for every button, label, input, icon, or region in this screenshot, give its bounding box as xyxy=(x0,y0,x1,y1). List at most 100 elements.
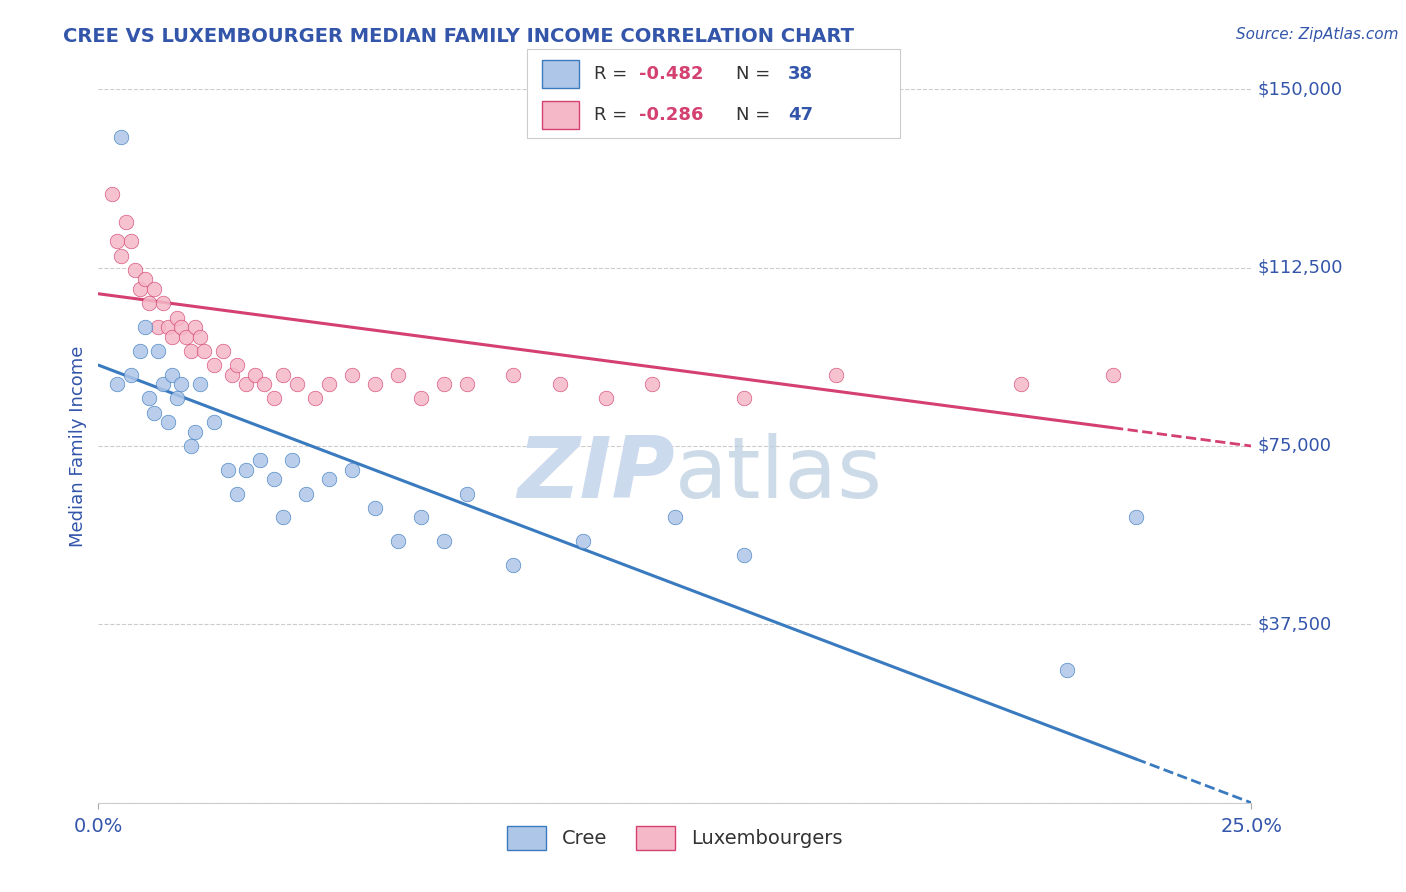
Point xyxy=(148,320,170,334)
Point xyxy=(174,329,197,343)
Text: R =: R = xyxy=(595,106,633,124)
Point xyxy=(433,377,456,392)
Point xyxy=(295,486,318,500)
Point xyxy=(387,534,409,549)
Text: R =: R = xyxy=(595,65,633,83)
Point xyxy=(1125,510,1147,524)
Point xyxy=(456,486,478,500)
Point xyxy=(170,320,193,334)
Point xyxy=(180,343,202,358)
Point xyxy=(193,343,215,358)
Point xyxy=(180,439,202,453)
Point xyxy=(1010,377,1032,392)
Point xyxy=(1102,368,1125,382)
Point xyxy=(411,510,433,524)
Point xyxy=(105,377,128,392)
Text: -0.482: -0.482 xyxy=(640,65,703,83)
Point xyxy=(129,343,152,358)
Point xyxy=(340,368,363,382)
Point xyxy=(212,343,235,358)
Point xyxy=(225,358,247,372)
Point xyxy=(160,329,183,343)
Point xyxy=(170,377,193,392)
Point xyxy=(235,377,257,392)
Point xyxy=(285,377,308,392)
Point xyxy=(142,282,165,296)
Point xyxy=(235,463,257,477)
Point xyxy=(152,296,174,310)
Point xyxy=(340,463,363,477)
Point xyxy=(456,377,478,392)
Point xyxy=(105,235,128,249)
Point xyxy=(120,235,142,249)
Point xyxy=(281,453,304,467)
Point xyxy=(129,282,152,296)
Text: N =: N = xyxy=(735,106,776,124)
Point xyxy=(571,534,593,549)
Bar xyxy=(543,101,579,129)
Point xyxy=(664,510,686,524)
Point xyxy=(221,368,243,382)
Point xyxy=(263,472,285,486)
Point xyxy=(225,486,247,500)
Point xyxy=(304,392,326,406)
Text: CREE VS LUXEMBOURGER MEDIAN FAMILY INCOME CORRELATION CHART: CREE VS LUXEMBOURGER MEDIAN FAMILY INCOM… xyxy=(63,27,855,45)
Point xyxy=(115,215,138,229)
Legend: Cree, Luxembourgers: Cree, Luxembourgers xyxy=(499,818,851,857)
Point xyxy=(271,510,294,524)
Point xyxy=(110,249,132,263)
Point xyxy=(387,368,409,382)
Point xyxy=(160,368,183,382)
Point xyxy=(188,329,211,343)
Point xyxy=(502,368,524,382)
Text: ZIP: ZIP xyxy=(517,433,675,516)
Point xyxy=(134,320,156,334)
Point xyxy=(641,377,664,392)
Point xyxy=(166,392,188,406)
Point xyxy=(156,415,179,429)
Y-axis label: Median Family Income: Median Family Income xyxy=(69,345,87,547)
Point xyxy=(364,377,387,392)
Point xyxy=(101,186,124,201)
Point xyxy=(271,368,294,382)
Point xyxy=(148,343,170,358)
Point xyxy=(318,472,340,486)
Point xyxy=(202,358,225,372)
Point xyxy=(733,392,755,406)
Point xyxy=(364,500,387,515)
Text: 47: 47 xyxy=(787,106,813,124)
Point xyxy=(138,392,160,406)
Point xyxy=(595,392,617,406)
Point xyxy=(202,415,225,429)
Point xyxy=(138,296,160,310)
Point xyxy=(318,377,340,392)
Point xyxy=(502,558,524,572)
Text: Source: ZipAtlas.com: Source: ZipAtlas.com xyxy=(1236,27,1399,42)
Bar xyxy=(543,60,579,88)
Point xyxy=(188,377,211,392)
Text: $75,000: $75,000 xyxy=(1257,437,1331,455)
Point xyxy=(253,377,276,392)
Point xyxy=(184,425,207,439)
Point xyxy=(134,272,156,286)
Point xyxy=(166,310,188,325)
Point xyxy=(411,392,433,406)
Point xyxy=(733,549,755,563)
Point xyxy=(120,368,142,382)
Point xyxy=(263,392,285,406)
Point xyxy=(1056,663,1078,677)
Text: atlas: atlas xyxy=(675,433,883,516)
Point xyxy=(548,377,571,392)
Point xyxy=(825,368,848,382)
Point xyxy=(156,320,179,334)
Text: $37,500: $37,500 xyxy=(1257,615,1331,633)
Point xyxy=(217,463,239,477)
Point xyxy=(142,406,165,420)
Point xyxy=(152,377,174,392)
Point xyxy=(245,368,267,382)
Point xyxy=(124,263,146,277)
Point xyxy=(249,453,271,467)
Text: -0.286: -0.286 xyxy=(640,106,703,124)
Text: 38: 38 xyxy=(787,65,813,83)
Text: N =: N = xyxy=(735,65,776,83)
